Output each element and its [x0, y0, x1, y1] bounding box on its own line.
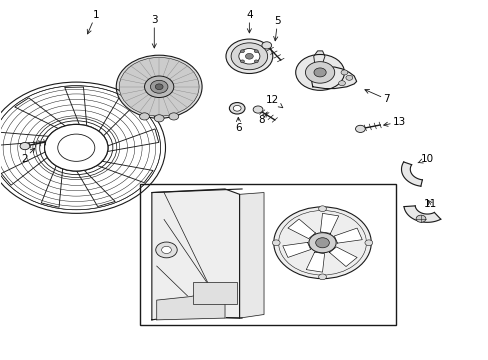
Circle shape: [140, 113, 149, 120]
Circle shape: [169, 113, 178, 120]
Circle shape: [273, 207, 370, 279]
Text: 8: 8: [258, 112, 267, 125]
Bar: [140, 184, 395, 325]
Circle shape: [233, 105, 241, 111]
Polygon shape: [313, 51, 325, 67]
Circle shape: [295, 54, 344, 90]
Circle shape: [240, 50, 244, 53]
Circle shape: [144, 76, 173, 98]
Text: 1: 1: [87, 10, 99, 34]
Circle shape: [318, 274, 326, 280]
Circle shape: [44, 125, 108, 171]
Circle shape: [345, 75, 352, 80]
Text: 7: 7: [364, 89, 389, 104]
Circle shape: [338, 81, 345, 86]
Polygon shape: [401, 162, 422, 186]
Circle shape: [318, 206, 326, 212]
Polygon shape: [97, 96, 135, 138]
Text: 9: 9: [154, 192, 164, 205]
Circle shape: [20, 143, 30, 150]
Text: 11: 11: [423, 199, 436, 210]
Text: 12: 12: [265, 95, 282, 108]
Polygon shape: [305, 252, 324, 272]
Circle shape: [155, 84, 163, 90]
Circle shape: [308, 233, 335, 253]
Circle shape: [254, 60, 258, 63]
Circle shape: [272, 240, 280, 246]
Circle shape: [262, 42, 271, 49]
Text: 4: 4: [245, 10, 252, 33]
Text: 13: 13: [383, 117, 406, 127]
Circle shape: [156, 242, 177, 258]
Polygon shape: [104, 129, 159, 152]
Polygon shape: [320, 213, 338, 233]
Text: 3: 3: [151, 15, 157, 48]
Circle shape: [119, 57, 199, 116]
Circle shape: [364, 240, 372, 246]
Circle shape: [313, 68, 325, 77]
Circle shape: [254, 50, 258, 53]
Polygon shape: [75, 168, 115, 207]
Circle shape: [161, 246, 171, 253]
Circle shape: [154, 115, 163, 122]
Circle shape: [238, 49, 260, 64]
Circle shape: [305, 62, 334, 83]
Circle shape: [225, 39, 272, 73]
Circle shape: [340, 70, 347, 75]
Text: 5: 5: [273, 16, 281, 41]
Text: 6: 6: [235, 117, 242, 133]
Polygon shape: [239, 193, 264, 318]
Circle shape: [415, 215, 425, 222]
Polygon shape: [1, 150, 50, 185]
Circle shape: [229, 103, 244, 114]
Circle shape: [355, 125, 365, 132]
Circle shape: [240, 60, 244, 63]
Polygon shape: [41, 163, 63, 207]
Polygon shape: [157, 293, 224, 320]
Polygon shape: [282, 242, 310, 257]
Circle shape: [253, 106, 263, 113]
Polygon shape: [334, 228, 362, 243]
Polygon shape: [310, 67, 356, 89]
Polygon shape: [94, 161, 153, 183]
Polygon shape: [403, 206, 440, 222]
Polygon shape: [64, 87, 87, 128]
Text: 10: 10: [417, 154, 433, 164]
Polygon shape: [152, 189, 239, 320]
Circle shape: [231, 43, 267, 70]
Polygon shape: [15, 98, 67, 130]
Circle shape: [150, 80, 167, 93]
Polygon shape: [0, 132, 52, 145]
Text: 2: 2: [21, 148, 35, 164]
Circle shape: [116, 55, 202, 118]
Polygon shape: [329, 247, 356, 266]
Circle shape: [245, 53, 253, 59]
Circle shape: [315, 238, 329, 248]
Bar: [193, 282, 237, 304]
Polygon shape: [287, 219, 315, 239]
